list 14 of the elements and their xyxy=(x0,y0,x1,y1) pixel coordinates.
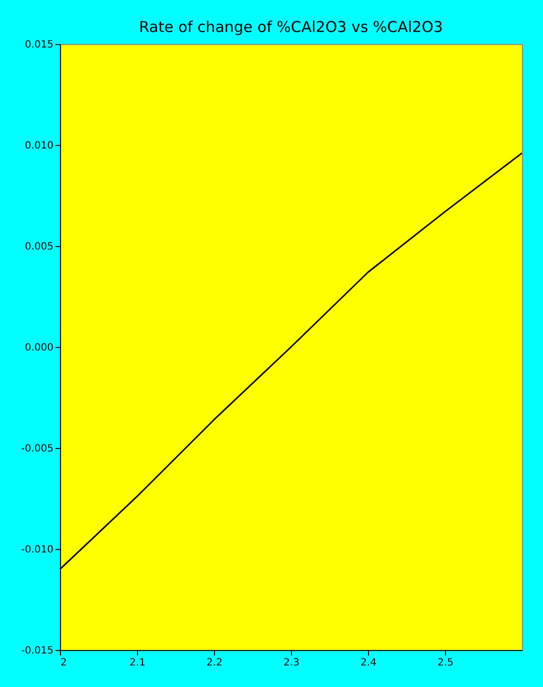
x-tick-label: 2.1 xyxy=(130,658,146,668)
x-tick-label: 2.2 xyxy=(206,658,222,668)
y-tick-label: 0.010 xyxy=(24,140,54,152)
y-tick-label: 0.015 xyxy=(24,40,54,50)
x-tick-label: 2.5 xyxy=(438,658,454,668)
y-tick-label: -0.010 xyxy=(21,544,54,556)
y-tick-label: -0.015 xyxy=(21,646,54,656)
y-tick-label: -0.005 xyxy=(21,444,54,454)
chart-title: Rate of change of %CAl2O3 vs %CAl2O3 xyxy=(139,18,443,36)
y-tick-label: 0.005 xyxy=(24,242,54,252)
y-tick-label: 0.000 xyxy=(24,342,54,354)
x-tick-label: 2.4 xyxy=(360,658,376,668)
x-tick-label: 2.3 xyxy=(284,658,300,668)
x-tick-label: 2 xyxy=(60,658,67,668)
